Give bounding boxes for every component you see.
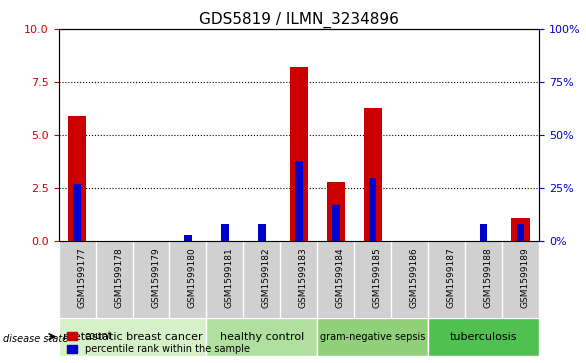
FancyBboxPatch shape	[318, 318, 428, 356]
Title: GDS5819 / ILMN_3234896: GDS5819 / ILMN_3234896	[199, 12, 399, 28]
Bar	[73, 184, 81, 241]
Bar	[258, 224, 265, 241]
Text: GSM1599185: GSM1599185	[373, 247, 382, 308]
Text: GSM1599179: GSM1599179	[151, 247, 160, 308]
Text: metastatic breast cancer: metastatic breast cancer	[63, 332, 202, 342]
Text: GSM1599183: GSM1599183	[299, 247, 308, 308]
Text: GSM1599182: GSM1599182	[262, 247, 271, 308]
Text: GSM1599181: GSM1599181	[225, 247, 234, 308]
Text: healthy control: healthy control	[220, 332, 304, 342]
Text: GSM1599177: GSM1599177	[77, 247, 86, 308]
Bar	[517, 224, 524, 241]
Bar	[332, 205, 339, 241]
Text: GSM1599188: GSM1599188	[483, 247, 493, 308]
Text: gram-negative sepsis: gram-negative sepsis	[320, 332, 425, 342]
Bar	[369, 178, 376, 241]
Text: disease state: disease state	[3, 334, 68, 344]
Bar	[326, 182, 345, 241]
Bar	[295, 160, 302, 241]
Bar	[289, 67, 308, 241]
Legend: count, percentile rank within the sample: count, percentile rank within the sample	[63, 327, 254, 358]
FancyBboxPatch shape	[59, 318, 206, 356]
Text: GSM1599180: GSM1599180	[188, 247, 197, 308]
Text: GSM1599187: GSM1599187	[447, 247, 456, 308]
Bar	[363, 107, 382, 241]
Bar	[68, 116, 86, 241]
Text: GSM1599186: GSM1599186	[410, 247, 419, 308]
Bar	[480, 224, 488, 241]
Text: GSM1599189: GSM1599189	[520, 247, 530, 308]
Text: tuberculosis: tuberculosis	[450, 332, 517, 342]
FancyBboxPatch shape	[206, 318, 318, 356]
Bar	[222, 224, 229, 241]
FancyBboxPatch shape	[428, 318, 539, 356]
Bar	[512, 218, 530, 241]
Text: GSM1599184: GSM1599184	[336, 247, 345, 308]
Bar	[184, 235, 192, 241]
Text: GSM1599178: GSM1599178	[114, 247, 123, 308]
